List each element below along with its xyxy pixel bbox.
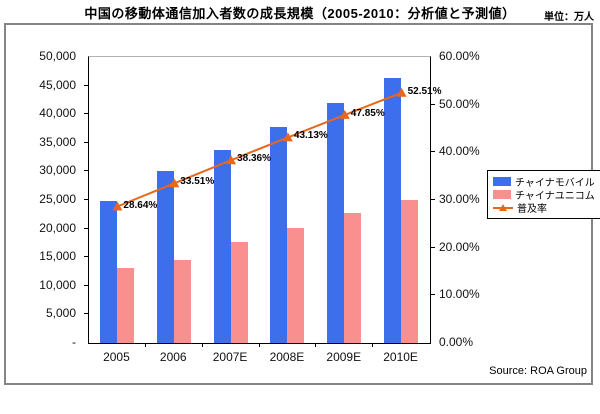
y-axis-right-tick-label: 50.00% (439, 96, 480, 111)
y-axis-left-tick-mark (84, 284, 88, 286)
bar-china-unicom-2009E (344, 213, 362, 343)
y-axis-left-tick-mark (84, 84, 88, 86)
legend-label: チャイナモバイル (515, 178, 595, 189)
y-axis-left-tick-label: - (72, 335, 76, 349)
x-axis-tick-mark (258, 343, 260, 347)
y-axis-left-tick-label: 20,000 (39, 220, 76, 235)
legend-line-marker-icon (499, 204, 507, 211)
y-axis-left-tick-mark (84, 199, 88, 200)
line-marker-2010E (396, 87, 407, 97)
y-axis-left-tick-mark (84, 141, 88, 143)
legend-label: 普及率 (517, 204, 547, 215)
x-axis-tick-label: 2008E (269, 350, 305, 364)
y-axis-left-tick-label: 40,000 (39, 106, 76, 121)
y-axis-left-tick-label: 5,000 (45, 306, 76, 321)
bar-china-mobile-2005 (99, 201, 117, 343)
bar-china-unicom-2005 (116, 268, 134, 343)
y-axis-left-tick-mark (84, 170, 88, 172)
chart-title: 中国の移動体通信加入者数の成長規模（2005-2010：分析値と予測値） (84, 6, 516, 21)
y-axis-left-tick-mark (84, 313, 88, 315)
legend-item-china-unicom: チャイナユニコム (493, 188, 595, 202)
y-axis-right-tick-label: 40.00% (439, 144, 480, 159)
y-axis-right-tick-label: 30.00% (439, 192, 480, 206)
y-axis-left-tick-label: 45,000 (39, 77, 76, 92)
line-point-label-2006: 33.51% (180, 176, 215, 188)
x-axis-tick-mark (144, 343, 146, 347)
bar-china-mobile-2006 (156, 170, 174, 343)
y-axis-right-tick-mark (431, 199, 435, 200)
bar-china-unicom-2007E (230, 241, 248, 343)
x-axis-tick-label: 2009E (326, 350, 362, 364)
line-point-label-2007E: 38.36% (237, 153, 272, 165)
y-axis-right-tick-label: 0.00% (439, 335, 474, 349)
y-axis-right-tick-mark (431, 151, 435, 153)
line-marker-2009E (339, 109, 350, 119)
y-axis-left-tick-label: 10,000 (39, 277, 76, 292)
legend-item-penetration-rate: 普及率 (493, 201, 595, 215)
legend-swatch-china-unicom (493, 190, 511, 199)
legend-item-china-mobile: チャイナモバイル (493, 175, 595, 189)
bar-china-mobile-2009E (327, 102, 345, 343)
penetration-line-layer (112, 87, 407, 211)
x-axis-tick-mark (372, 343, 374, 347)
unit-label: 単位：万人 (544, 12, 594, 23)
y-axis-left-tick-mark (84, 227, 88, 229)
y-axis-right-tick-label: 60.00% (439, 49, 480, 63)
legend-line-swatch-icon (493, 203, 513, 212)
line-marker-2005 (112, 201, 123, 211)
chart-box: チャイナモバイル チャイナユニコム 普及率 Source: ROA Group 50… (4, 23, 600, 385)
bar-china-mobile-2007E (213, 150, 231, 343)
y-axis-left-tick-mark (84, 256, 88, 258)
x-axis-tick-mark (315, 343, 317, 347)
y-axis-left-tick-label: 15,000 (39, 249, 76, 264)
y-axis-right-tick-label: 20.00% (439, 239, 480, 254)
y-axis-left-tick-label: 50,000 (39, 49, 76, 63)
line-point-label-2005: 28.64% (123, 199, 158, 211)
y-axis-right-tick-mark (431, 103, 435, 105)
bar-china-unicom-2010E (401, 200, 419, 343)
line-point-label-2009E: 47.85% (350, 107, 385, 119)
line-point-label-2008E: 43.13% (293, 130, 328, 142)
x-axis-tick-label: 2007E (212, 350, 248, 364)
legend-label: チャイナユニコム (515, 191, 595, 202)
x-axis-tick-label: 2005 (103, 350, 130, 364)
line-point-label-2010E: 52.51% (407, 85, 442, 97)
x-axis-tick-label: 2006 (159, 350, 187, 364)
plot-area (88, 56, 431, 344)
bar-china-unicom-2008E (287, 227, 305, 343)
line-marker-2007E (226, 155, 237, 165)
y-axis-left-tick-mark (84, 113, 88, 115)
y-axis-left-tick-label: 25,000 (39, 192, 76, 206)
bar-china-mobile-2008E (270, 127, 288, 343)
line-marker-2008E (282, 132, 293, 142)
penetration-line (117, 91, 402, 208)
y-axis-right-tick-mark (431, 246, 435, 248)
line-marker-2006 (169, 178, 180, 188)
x-axis-tick-label: 2010E (383, 350, 418, 364)
y-axis-right-tick-label: 10.00% (439, 287, 480, 302)
y-axis-left-tick-label: 35,000 (39, 134, 76, 149)
source-note: Source: ROA Group (489, 365, 587, 377)
y-axis-right-tick-mark (431, 294, 435, 296)
bar-china-mobile-2010E (384, 78, 402, 343)
x-axis-tick-mark (201, 343, 203, 347)
legend-swatch-china-mobile (493, 177, 511, 186)
bar-china-unicom-2006 (173, 260, 191, 343)
legend: チャイナモバイル チャイナユニコム 普及率 (487, 170, 600, 219)
y-axis-left-tick-label: 30,000 (39, 163, 76, 178)
